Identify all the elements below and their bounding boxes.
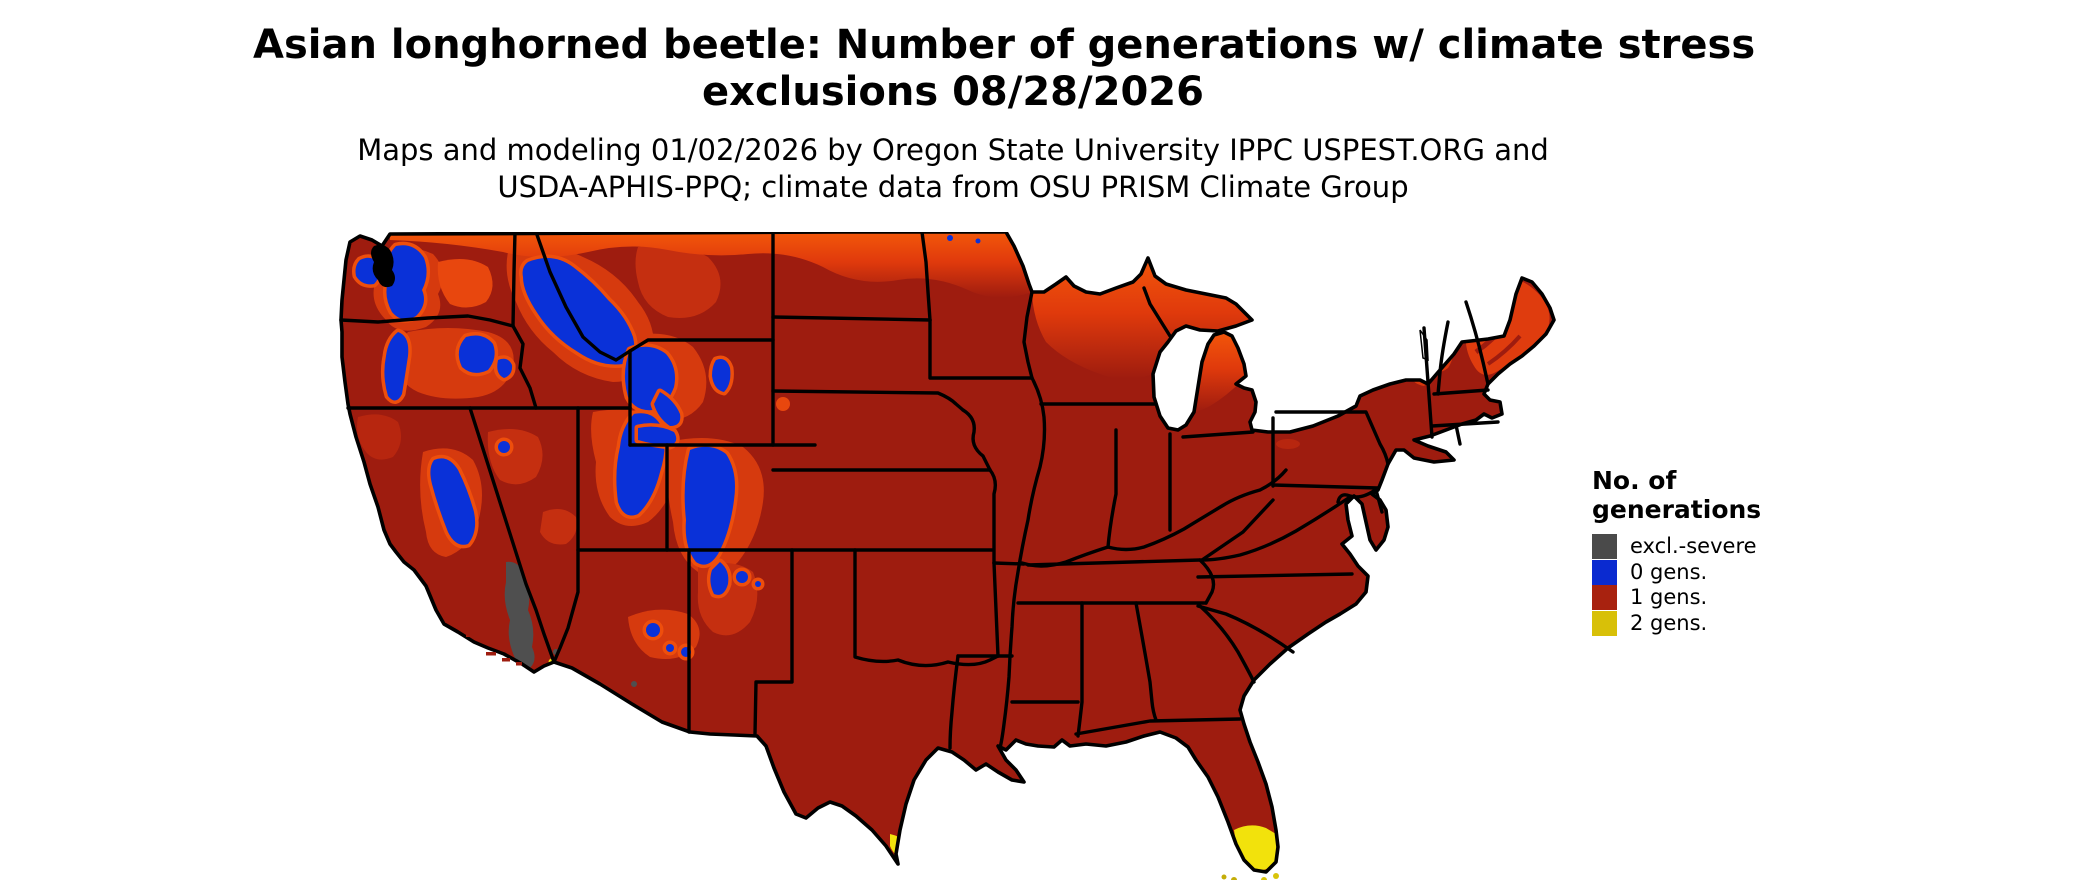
zero-gens-swatch-icon — [1592, 559, 1617, 585]
raster-overlays — [352, 233, 1550, 870]
channel-islands — [466, 634, 522, 666]
legend-title-line1: No. of — [1592, 466, 1677, 495]
map-title-line2: exclusions 08/28/2026 — [702, 69, 1204, 115]
legend-item-0-gens: 0 gens. — [1592, 559, 1852, 586]
one-gen-swatch-icon — [1592, 585, 1617, 611]
us-base-one-gen-region — [341, 232, 1554, 872]
legend-label: 2 gens. — [1630, 610, 1708, 635]
legend-item-excl-severe: excl.-severe — [1592, 534, 1852, 560]
legend-item-1-gens: 1 gens. — [1592, 585, 1852, 611]
legend-label: 0 gens. — [1630, 559, 1708, 584]
puget-sound-water — [371, 244, 395, 288]
legend-items: excl.-severe 0 gens. 1 gens. 2 gens. — [1592, 534, 1852, 636]
us-map-svg — [339, 232, 1556, 880]
us-map — [338, 232, 1560, 880]
map-subtitle-line2: USDA-APHIS-PPQ; climate data from OSU PR… — [497, 170, 1409, 204]
two-gens-swatch-icon — [1592, 610, 1617, 636]
legend-title: No. of generations — [1592, 466, 1852, 524]
state-borders — [339, 232, 1500, 750]
legend: No. of generations excl.-severe 0 gens. … — [1592, 466, 1852, 636]
legend-label: excl.-severe — [1630, 534, 1757, 559]
legend-label: 1 gens. — [1630, 585, 1708, 610]
legend-item-2-gens: 2 gens. — [1592, 610, 1852, 637]
map-subtitle: Maps and modeling 01/02/2026 by Oregon S… — [253, 132, 1653, 206]
map-title-line1: Asian longhorned beetle: Number of gener… — [253, 22, 1756, 68]
excl-severe-swatch-icon — [1592, 534, 1617, 560]
florida-keys — [1221, 873, 1279, 880]
header: Asian longhorned beetle: Number of gener… — [253, 22, 1756, 206]
legend-title-line2: generations — [1592, 495, 1762, 524]
map-subtitle-line1: Maps and modeling 01/02/2026 by Oregon S… — [357, 133, 1549, 167]
